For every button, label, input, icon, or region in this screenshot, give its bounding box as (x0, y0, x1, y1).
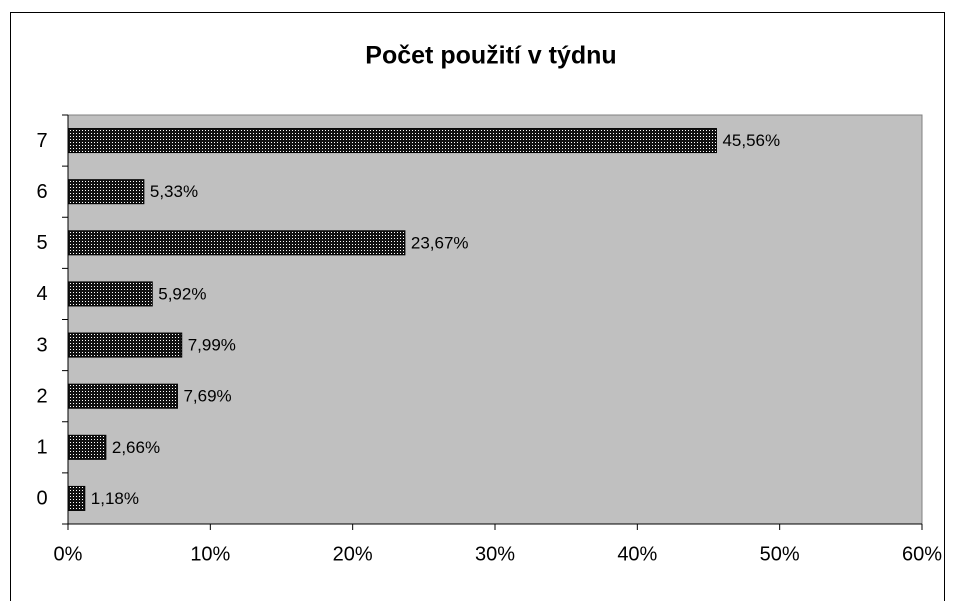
x-tick-label: 0% (54, 543, 83, 565)
x-tick-label: 20% (333, 543, 373, 565)
value-label: 2,66% (112, 438, 160, 457)
value-label: 7,99% (188, 336, 236, 355)
bar (67, 179, 145, 205)
value-label: 1,18% (91, 489, 139, 508)
bar (67, 281, 153, 307)
value-label: 5,92% (158, 284, 206, 303)
y-tick-label: 0 (36, 488, 47, 510)
bar (67, 230, 406, 256)
value-label: 23,67% (411, 233, 469, 252)
x-tick-label: 50% (760, 543, 800, 565)
bar (67, 485, 86, 511)
y-tick-label: 7 (36, 130, 47, 152)
bar (67, 332, 183, 358)
y-tick-label: 6 (36, 181, 47, 203)
value-label: 5,33% (150, 182, 198, 201)
x-tick-label: 60% (902, 543, 942, 565)
chart-title: Počet použití v týdnu (365, 42, 616, 70)
bar (67, 383, 178, 409)
x-tick-label: 10% (190, 543, 230, 565)
y-tick-label: 3 (36, 334, 47, 356)
y-tick-label: 5 (36, 232, 47, 254)
y-tick-label: 4 (36, 283, 47, 305)
value-label: 7,69% (183, 387, 231, 406)
y-tick-label: 2 (36, 385, 47, 407)
value-label: 45,56% (722, 131, 780, 150)
x-tick-label: 30% (475, 543, 515, 565)
x-tick-label: 40% (617, 543, 657, 565)
plot-area (67, 114, 923, 525)
bar (67, 434, 107, 460)
bar (67, 128, 717, 154)
y-tick-label: 1 (36, 437, 47, 459)
